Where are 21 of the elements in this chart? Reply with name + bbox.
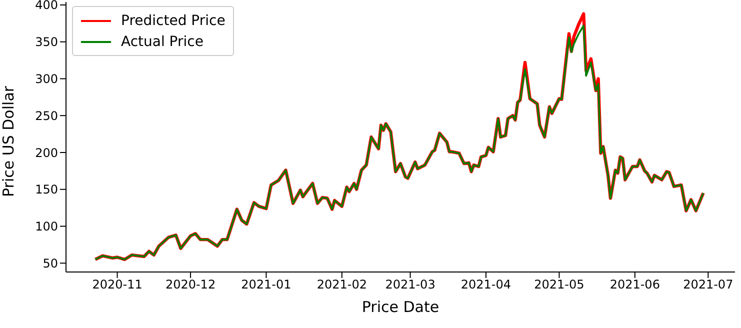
- x-axis-title: Price Date: [362, 298, 440, 316]
- legend-label: Actual Price: [121, 34, 204, 50]
- y-axis-title: Price US Dollar: [0, 85, 18, 197]
- x-tick-label: 2021-07: [683, 278, 734, 292]
- x-tick-label: 2021-02: [316, 278, 367, 292]
- x-tick-label: 2020-12: [165, 278, 216, 292]
- y-tick-label: 50: [42, 256, 58, 270]
- y-tick-label: 300: [35, 72, 58, 86]
- y-tick-label: 400: [35, 0, 58, 12]
- x-tick-label: 2021-03: [385, 278, 436, 292]
- y-tick-label: 200: [35, 146, 58, 160]
- y-tick-label: 250: [35, 108, 58, 123]
- legend-label: Predicted Price: [121, 12, 226, 28]
- x-tick-label: 2020-11: [92, 278, 142, 292]
- x-tick-label: 2021-01: [241, 278, 292, 292]
- y-tick-label: 350: [35, 35, 58, 50]
- x-tick-label: 2021-04: [460, 278, 512, 292]
- x-tick-label: 2021-05: [534, 278, 584, 292]
- x-tick-label: 2021-06: [610, 278, 660, 292]
- y-tick-label: 100: [35, 220, 58, 234]
- y-tick-label: 150: [35, 182, 58, 197]
